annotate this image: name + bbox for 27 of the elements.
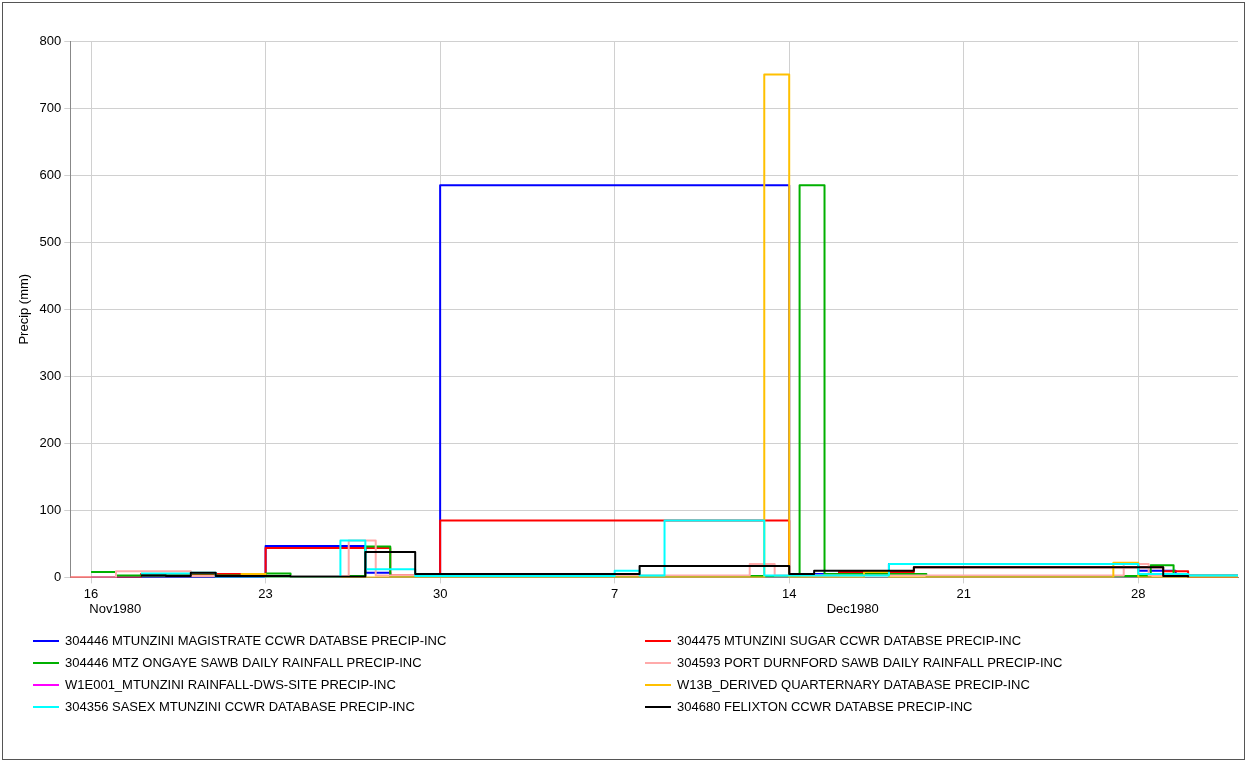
x-tick-label: 14 — [781, 585, 797, 601]
y-tick-label: 500 — [39, 233, 62, 249]
y-tick-label: 400 — [39, 300, 62, 316]
y-axis-title: Precip (mm) — [16, 273, 32, 345]
x-tick-label: 7 — [611, 585, 619, 601]
text: Dec1980 — [826, 601, 879, 617]
legend-label: 304593 PORT DURNFORD SAWB DAILY RAINFALL PRECIP-INC — [677, 655, 1063, 670]
legend-label: 304356 SASEX MTUNZINI CCWR DATABASE PRECIP-INC — [65, 699, 415, 714]
x-tick-label: 23 — [258, 585, 273, 601]
legend-label: 304446 MTUNZINI MAGISTRATE CCWR DATABSE PRECIP-INC — [65, 633, 447, 648]
legend-label: 304680 FELIXTON CCWR DATABSE PRECIP-INC — [677, 699, 973, 714]
y-tick-label: 600 — [39, 166, 62, 182]
x-tick-label: 16 — [83, 585, 99, 601]
y-tick-label: 200 — [39, 434, 62, 450]
legend-label: W13B_DERIVED QUARTERNARY DATABASE PRECIP-INC — [677, 677, 1030, 692]
y-tick-label: 100 — [39, 501, 62, 517]
y-tick-label: 300 — [39, 367, 62, 383]
legend-label: W1E001_MTUNZINI RAINFALL-DWS-SITE PRECIP-INC — [65, 677, 396, 692]
text: Nov1980 — [89, 601, 142, 617]
y-tick-label: 800 — [39, 32, 62, 48]
x-tick-label: 30 — [432, 585, 448, 601]
legend-label: 304475 MTUNZINI SUGAR CCWR DATABSE PRECIP-INC — [677, 633, 1022, 648]
x-tick-label: 21 — [956, 585, 971, 601]
legend-label: 304446 MTZ ONGAYE SAWB DAILY RAINFALL PRECIP-INC — [65, 655, 422, 670]
y-tick-label: 0 — [54, 568, 62, 584]
y-tick-label: 700 — [39, 99, 62, 115]
x-tick-label: 28 — [1131, 585, 1146, 601]
